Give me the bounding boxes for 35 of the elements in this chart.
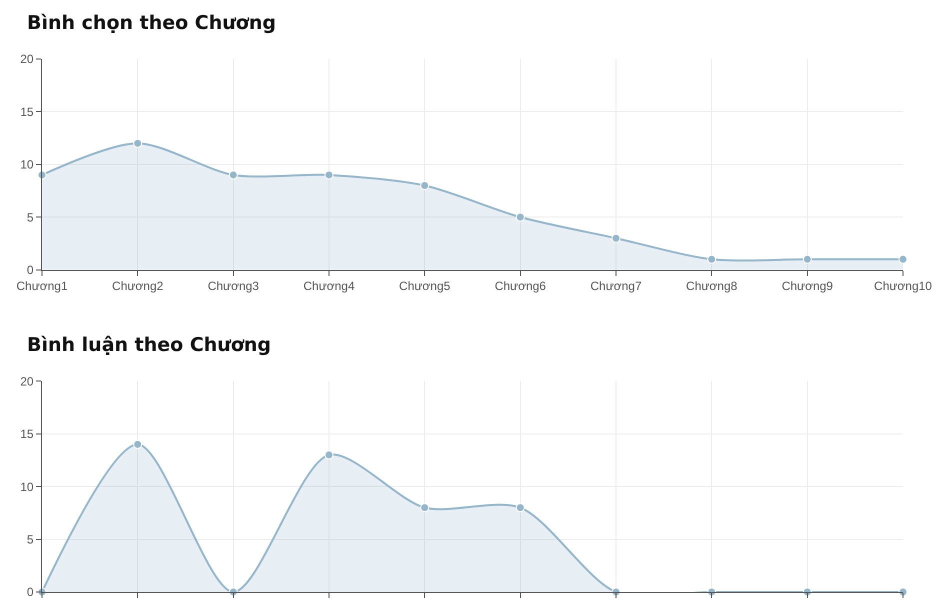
y-tick-label: 20 bbox=[20, 52, 34, 66]
y-tick-label: 5 bbox=[26, 210, 34, 224]
x-tick-label: Chương5 bbox=[399, 279, 451, 294]
point bbox=[228, 170, 238, 180]
point bbox=[324, 170, 334, 180]
x-tick-label: Chương2 bbox=[112, 279, 164, 294]
y-tick-label: 15 bbox=[20, 427, 34, 442]
point bbox=[707, 254, 716, 264]
x-tick-label: Chương8 bbox=[686, 279, 738, 294]
point bbox=[420, 181, 430, 190]
x-tick-label: Chương6 bbox=[494, 279, 546, 294]
y-tick-label: 10 bbox=[20, 158, 34, 172]
y-tick-label: 20 bbox=[20, 374, 34, 388]
chart-title: Bình luận theo Chương bbox=[27, 334, 272, 356]
point bbox=[133, 138, 142, 148]
x-tick-label: Chương10 bbox=[874, 279, 932, 294]
x-tick-label: Chương4 bbox=[303, 279, 355, 294]
x-tick-label: Chương9 bbox=[782, 279, 834, 294]
y-tick-label: 5 bbox=[26, 532, 34, 546]
x-tick-label: Chương7 bbox=[590, 279, 642, 294]
point bbox=[324, 450, 334, 460]
chart-title: Bình chọn theo Chương bbox=[27, 12, 276, 34]
x-tick-label: Chương3 bbox=[208, 279, 260, 294]
x-tick-label: Chương1 bbox=[16, 279, 68, 294]
point bbox=[802, 254, 812, 264]
point bbox=[420, 503, 430, 512]
point bbox=[898, 254, 908, 264]
point bbox=[516, 212, 525, 222]
point bbox=[612, 234, 620, 243]
y-tick-label: 10 bbox=[20, 480, 34, 494]
point bbox=[133, 440, 142, 449]
y-tick-label: 15 bbox=[20, 104, 34, 119]
y-tick-label: 0 bbox=[26, 585, 34, 600]
y-tick-label: 0 bbox=[26, 263, 34, 278]
point bbox=[516, 503, 525, 512]
